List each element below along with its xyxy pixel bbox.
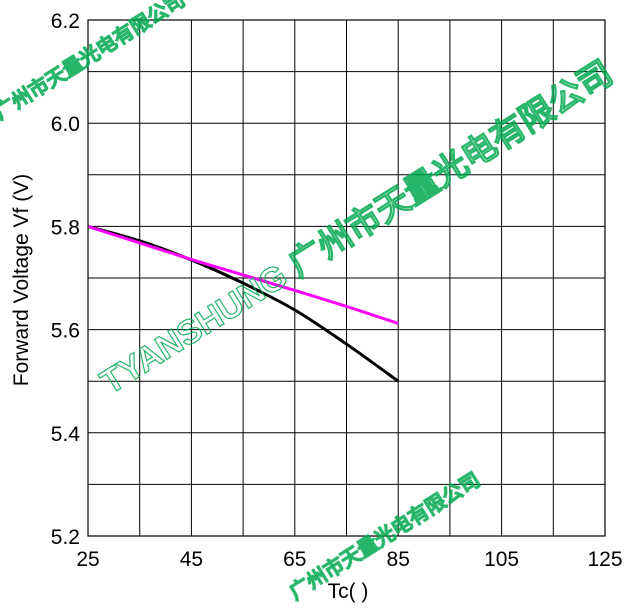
x-tick-labels: 25 45 65 85 105 125 xyxy=(76,548,622,571)
x-tick-label: 125 xyxy=(587,548,622,571)
y-tick-label: 6.2 xyxy=(51,10,80,33)
y-tick-label: 5.2 xyxy=(51,526,80,549)
series-line-1 xyxy=(87,224,400,383)
y-tick-label: 6.0 xyxy=(51,113,80,136)
watermark-top-left: 广州市天量光电有限公司 xyxy=(0,0,189,124)
series-layer xyxy=(87,224,400,383)
y-tick-label: 5.6 xyxy=(51,320,80,343)
x-tick-label: 65 xyxy=(283,548,306,571)
grid-lines xyxy=(88,20,605,536)
series-line-2 xyxy=(87,224,399,325)
x-axis-label: Tc( ) xyxy=(328,580,369,603)
y-tick-label: 5.4 xyxy=(51,423,81,446)
y-axis-label: Forward Voltage Vf (V) xyxy=(10,174,33,386)
y-tick-labels: 5.2 5.4 5.6 5.8 6.0 6.2 xyxy=(51,10,81,549)
watermark: TYANSHUNG 广州市天量光电有限公司 广州市天量光电有限公司 广州市天量光… xyxy=(0,0,620,605)
x-tick-label: 105 xyxy=(484,548,519,571)
plot-frame xyxy=(87,19,606,537)
x-tick-label: 45 xyxy=(180,548,203,571)
x-tick-label: 25 xyxy=(76,548,99,571)
y-tick-label: 5.8 xyxy=(51,216,80,239)
x-tick-label: 85 xyxy=(387,548,410,571)
